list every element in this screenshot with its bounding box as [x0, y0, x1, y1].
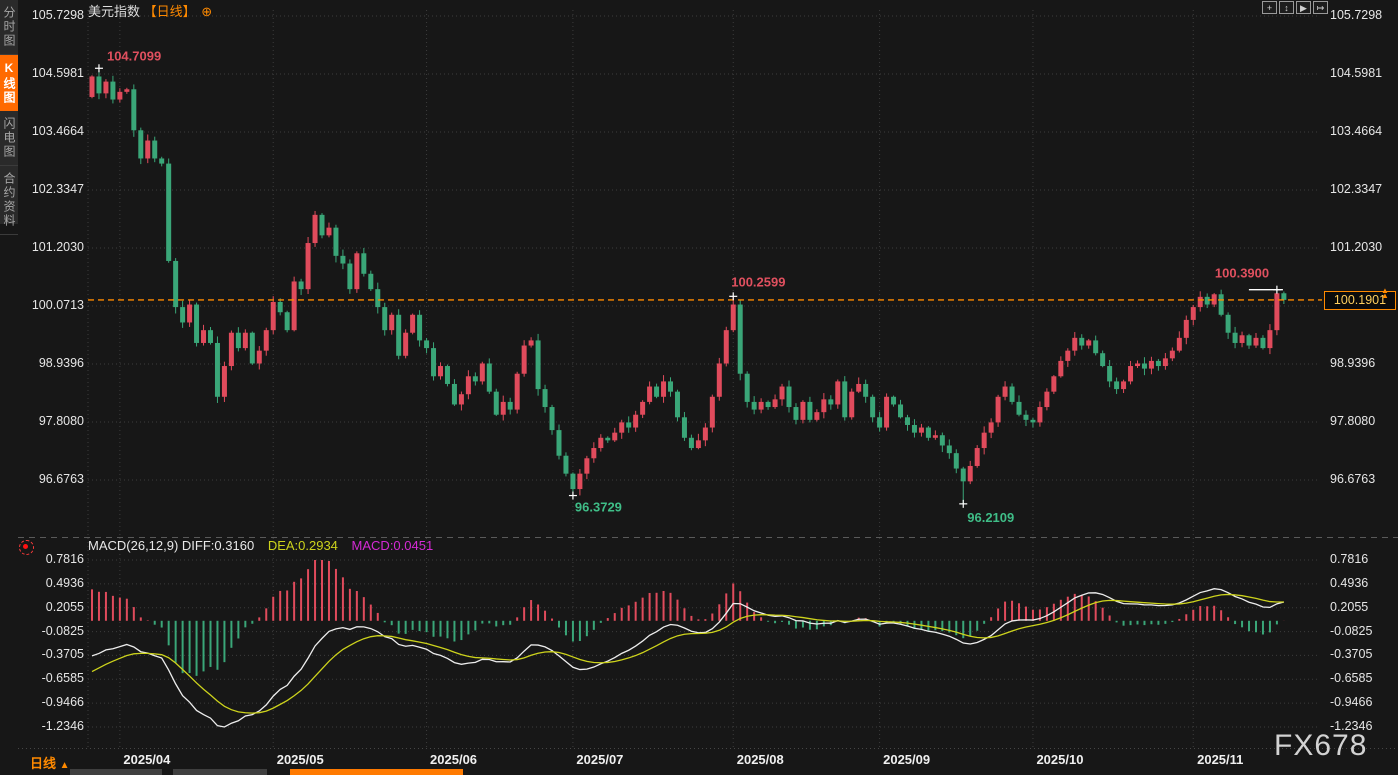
chart-title: 美元指数 【日线】 ⊕	[88, 1, 212, 20]
macd-tick-label: -0.0825	[1330, 623, 1373, 638]
price-tick-label: 101.2030	[1330, 240, 1383, 254]
sidebar-item-time-chart[interactable]: 分时图	[0, 0, 18, 55]
sidebar-item-kline-chart[interactable]: K线图	[0, 55, 18, 111]
scroll-to-latest-icon[interactable]: ▲ ▲	[1381, 285, 1389, 300]
price-tick-label: 96.6763	[38, 472, 84, 486]
sidebar-item-lightning-chart[interactable]: 闪电图	[0, 111, 18, 166]
period-tag: 【日线】	[143, 4, 196, 19]
macd-tick-label: -0.3705	[1330, 647, 1373, 662]
macd-indicator-header: MACD(26,12,9) DIFF:0.3160 DEA:0.2934 MAC…	[88, 538, 433, 553]
indicator-alert-icon[interactable]	[19, 540, 34, 555]
bottom-tab-stub[interactable]	[173, 769, 267, 775]
period-selector[interactable]: 日线 ▲	[30, 753, 70, 772]
macd-tick-label: 0.7816	[45, 552, 84, 566]
candlestick-layer	[89, 68, 1287, 504]
date-label: 2025/10	[1036, 752, 1084, 767]
chevron-up-icon: ▲	[59, 760, 70, 771]
price-tick-label: 105.7298	[1330, 8, 1383, 22]
macd-tick-label: 0.7816	[1330, 552, 1369, 566]
date-label: 2025/09	[883, 752, 931, 767]
macd-tick-label: 0.2055	[45, 599, 84, 614]
price-tick-label: 103.4664	[31, 124, 84, 138]
price-tick-label: 97.8080	[38, 413, 84, 428]
date-label: 2025/07	[576, 752, 624, 767]
bottom-tab-stub[interactable]	[290, 769, 463, 775]
extreme-price-label: 100.2599	[731, 274, 785, 289]
settings-icon[interactable]: ⊕	[201, 4, 213, 19]
date-label: 2025/05	[276, 752, 324, 767]
macd-tick-label: -0.9466	[1330, 695, 1373, 710]
macd-tick-label: -1.2346	[41, 719, 84, 733]
price-tick-label: 101.2030	[31, 240, 84, 254]
extreme-price-label: 96.2109	[967, 510, 1014, 525]
macd-tick-label: 0.2055	[1330, 599, 1369, 614]
price-tick-label: 103.4664	[1330, 124, 1383, 138]
go-to-latest-icon[interactable]: ▶	[1296, 1, 1311, 14]
watermark: FX678	[1274, 729, 1368, 762]
macd-tick-label: -0.6585	[41, 671, 84, 686]
pan-crosshair-icon[interactable]: +	[1262, 1, 1277, 14]
x-axis-shift-icon[interactable]: ↦	[1313, 1, 1328, 14]
price-tick-label: 96.6763	[1330, 472, 1376, 486]
extreme-price-label: 96.3729	[575, 500, 622, 515]
macd-formula-diff: MACD(26,12,9) DIFF:0.3160	[88, 538, 255, 553]
sidebar-item-contract-info[interactable]: 合约资料	[0, 166, 18, 235]
bottom-tab-stub[interactable]	[70, 769, 162, 775]
macd-layer	[91, 560, 1285, 728]
macd-tick-label: -0.9466	[41, 695, 84, 710]
symbol-name: 美元指数	[88, 4, 141, 19]
macd-tick-label: -0.3705	[41, 647, 84, 662]
price-tick-label: 102.3347	[31, 182, 84, 196]
macd-hist-value: MACD:0.0451	[351, 538, 434, 553]
price-tick-label: 105.7298	[31, 8, 84, 22]
macd-tick-label: -0.6585	[1330, 671, 1373, 686]
price-tick-label: 98.9396	[38, 356, 84, 370]
extreme-price-label: 104.7099	[107, 48, 161, 63]
macd-tick-label: 0.4936	[1330, 575, 1369, 590]
date-label: 2025/11	[1197, 752, 1244, 767]
price-tick-label: 97.8080	[1330, 413, 1376, 428]
chart-toolbar: + ↕ ▶ ↦	[1262, 1, 1328, 14]
grid-layer	[18, 10, 1398, 749]
price-tick-label: 102.3347	[1330, 182, 1383, 196]
price-tick-label: 104.5981	[31, 66, 84, 80]
macd-dea-value: DEA:0.2934	[267, 538, 338, 553]
extreme-price-label: 100.3900	[1215, 266, 1269, 281]
date-label: 2025/08	[736, 752, 784, 767]
price-tick-label: 100.0713	[31, 298, 84, 312]
macd-tick-label: -1.2346	[1330, 719, 1373, 733]
macd-tick-label: -0.0825	[41, 623, 84, 638]
price-annotations: 104.7099 96.3729 100.2599 96.2109 100.3900	[94, 48, 1283, 525]
date-label: 2025/04	[123, 752, 171, 767]
last-price-readout: 100.1901	[1324, 290, 1396, 310]
date-label: 2025/06	[430, 752, 478, 767]
macd-tick-label: 0.4936	[45, 575, 84, 590]
chart-type-sidebar: 分时图 K线图 闪电图 合约资料	[0, 0, 18, 235]
price-tick-label: 104.5981	[1330, 66, 1383, 80]
y-axis-scale-icon[interactable]: ↕	[1279, 1, 1294, 14]
period-selector-label: 日线	[30, 756, 57, 771]
price-tick-label: 98.9396	[1330, 356, 1376, 370]
